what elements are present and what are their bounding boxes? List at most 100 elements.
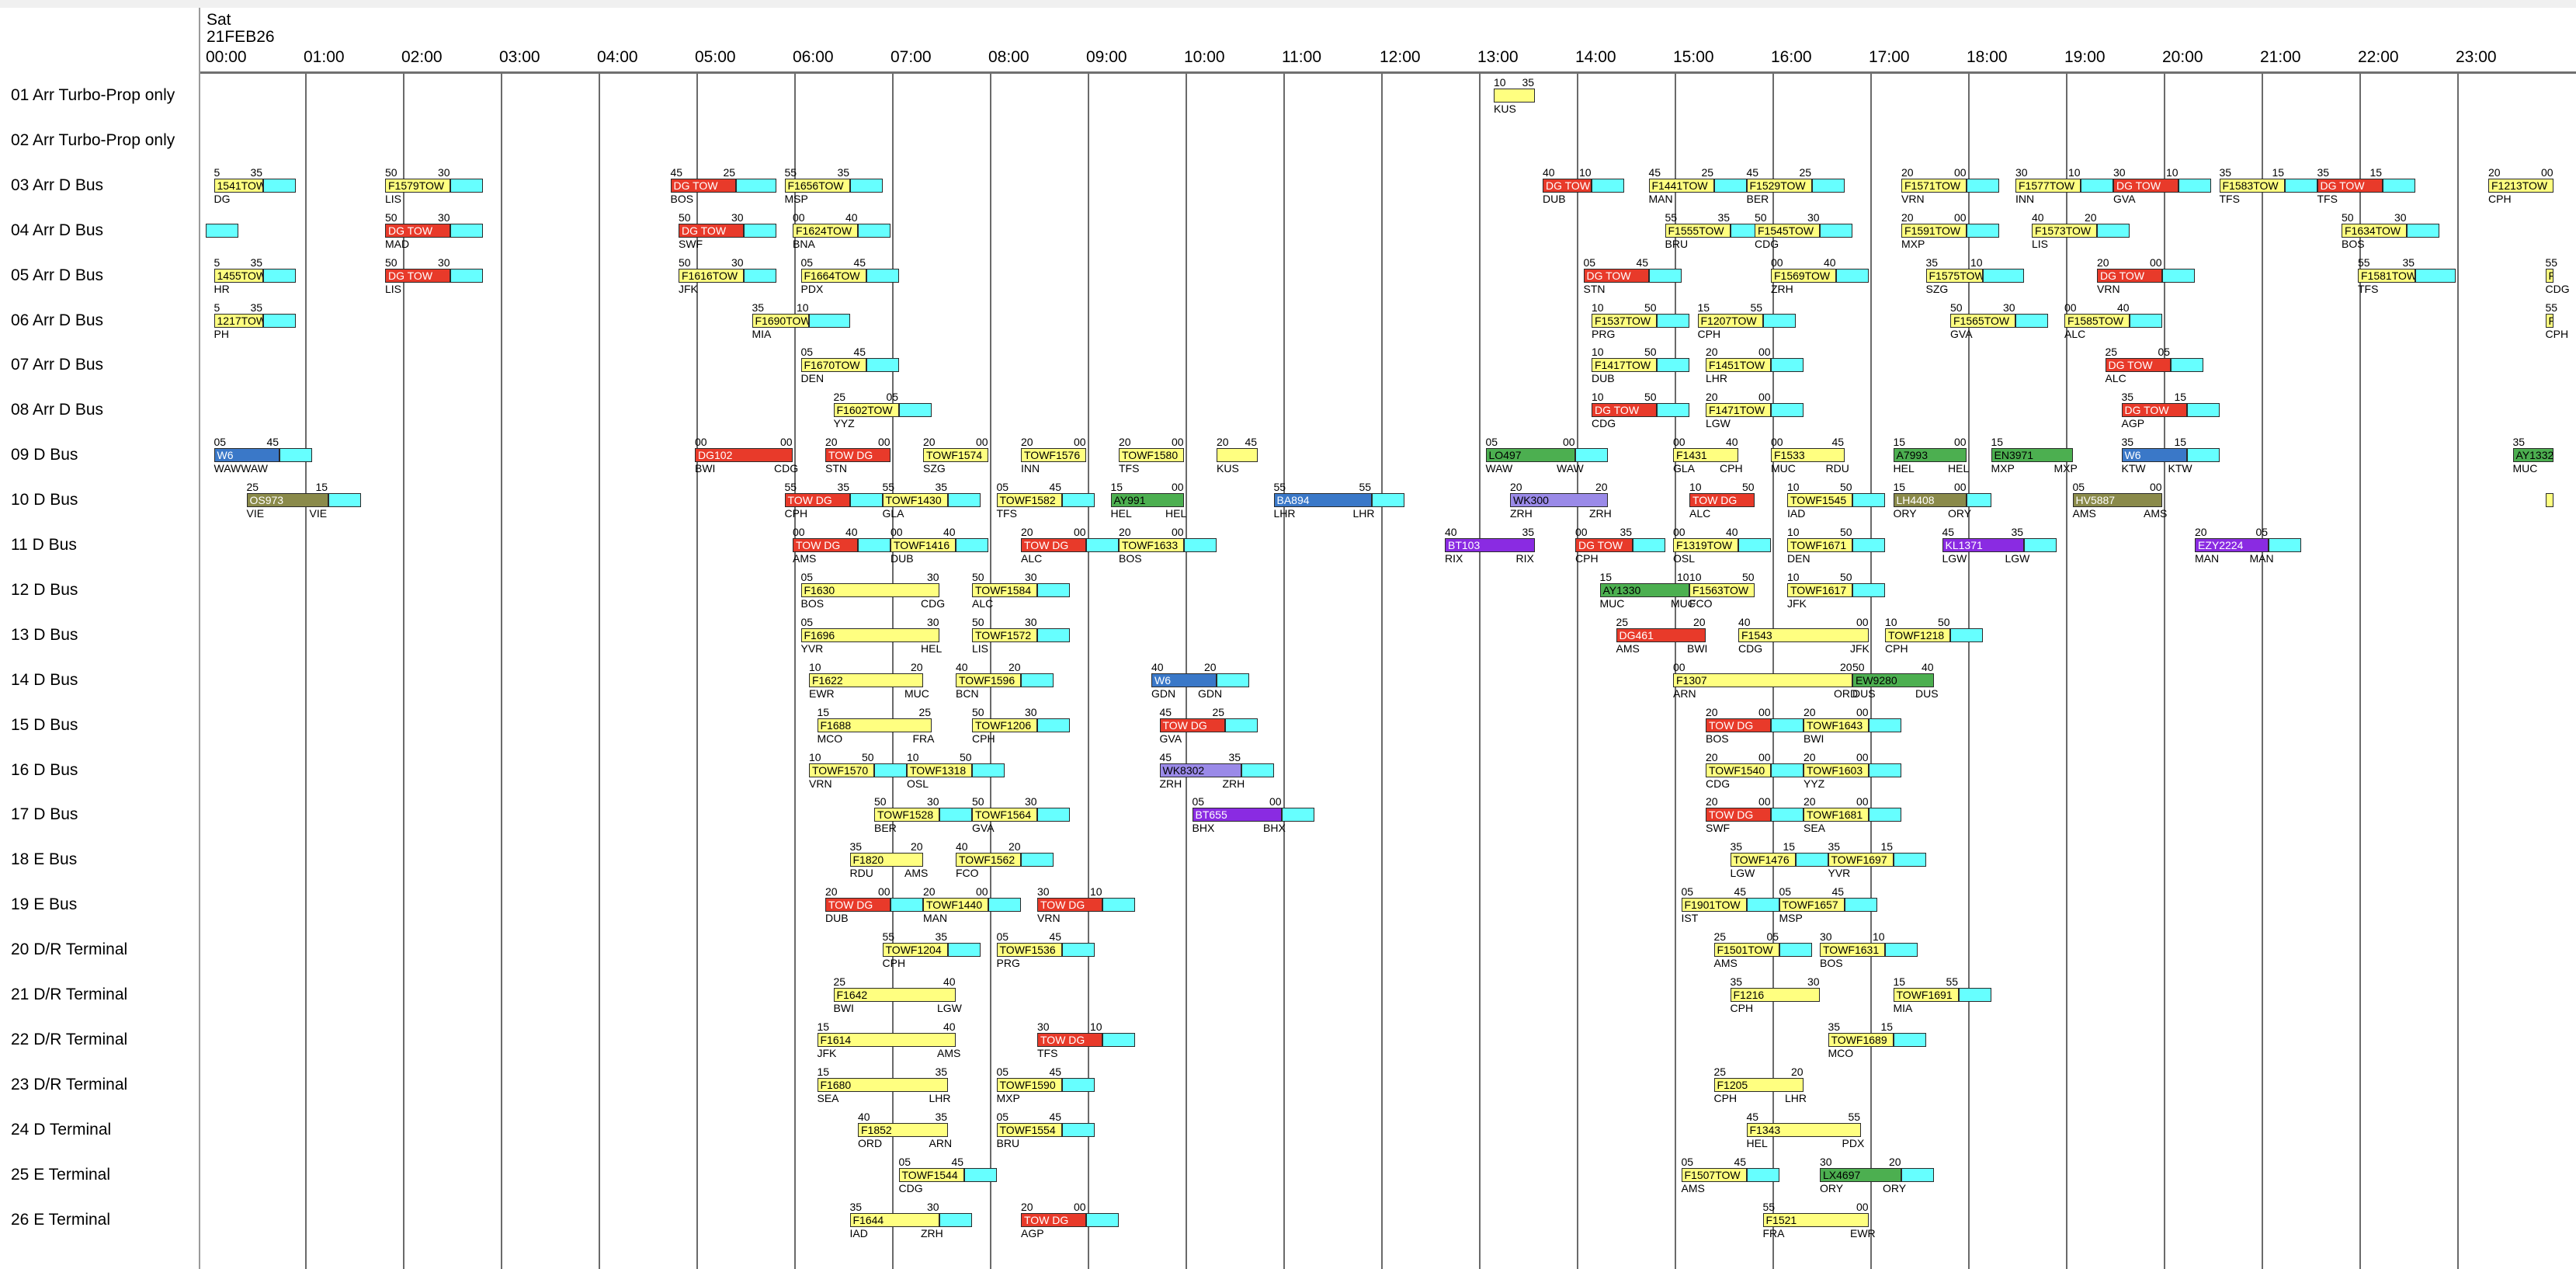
flight-bar[interactable]: DG TOW <box>385 268 450 283</box>
stand-label[interactable]: 20 D/R Terminal <box>11 940 128 959</box>
turnaround-bar[interactable] <box>1852 582 1885 597</box>
flight-bar[interactable]: TOWF1576 <box>1021 448 1086 463</box>
flight-bar[interactable]: LO497 <box>1485 448 1575 463</box>
turnaround-bar[interactable] <box>1021 673 1054 687</box>
flight-bar[interactable]: F1573TOW <box>2032 223 2097 238</box>
flight-bar[interactable]: TOWF1570 <box>809 763 874 777</box>
flight-bar[interactable]: F1207TOW <box>1697 313 1763 328</box>
turnaround-bar[interactable] <box>1869 808 1901 822</box>
stand-label[interactable]: 16 D Bus <box>11 760 78 779</box>
turnaround-bar[interactable] <box>1184 538 1217 552</box>
flight-bar[interactable]: EZY2224 <box>2195 538 2269 552</box>
flight-bar[interactable]: TOWF1544 <box>898 1167 964 1182</box>
turnaround-bar[interactable] <box>1592 178 1624 193</box>
flight-bar[interactable]: F1216 <box>1730 988 1820 1002</box>
turnaround-bar[interactable] <box>1738 538 1771 552</box>
flight-bar[interactable]: F1591TOW <box>1901 223 1967 238</box>
flight-bar[interactable]: F1614 <box>817 1032 956 1047</box>
flight-bar[interactable]: TOW DG <box>1037 898 1102 913</box>
flight-bar[interactable]: F1634TOW <box>2342 223 2407 238</box>
turnaround-bar[interactable] <box>2130 313 2162 328</box>
turnaround-bar[interactable] <box>262 178 296 193</box>
stand-label[interactable]: 24 D Terminal <box>11 1120 112 1139</box>
turnaround-bar[interactable] <box>2382 178 2415 193</box>
turnaround-bar[interactable] <box>1795 853 1828 867</box>
turnaround-bar[interactable] <box>1086 538 1119 552</box>
turnaround-bar[interactable] <box>1836 268 1869 283</box>
turnaround-bar[interactable] <box>849 178 883 193</box>
flight-bar[interactable]: F1431 <box>1673 448 1738 463</box>
turnaround-bar[interactable] <box>279 448 312 463</box>
flight-bar[interactable]: TOW DG <box>1037 1032 1102 1047</box>
turnaround-bar[interactable] <box>809 313 850 328</box>
turnaround-bar[interactable] <box>1632 538 1665 552</box>
flight-bar[interactable]: TOW DG <box>1021 1212 1086 1227</box>
turnaround-bar[interactable] <box>1844 898 1877 913</box>
turnaround-bar[interactable] <box>1746 1167 1779 1182</box>
flight-bar[interactable]: HV5887 <box>2072 493 2162 508</box>
flight-bar[interactable]: 1455TOW <box>214 268 263 283</box>
flight-bar[interactable]: F1583TOW <box>2219 178 2285 193</box>
flight-bar[interactable]: F1622 <box>809 673 923 687</box>
turnaround-bar[interactable] <box>1771 808 1804 822</box>
flight-bar[interactable]: F1537TOW <box>1592 313 1657 328</box>
turnaround-bar[interactable] <box>956 538 988 552</box>
stand-label[interactable]: 26 E Terminal <box>11 1210 111 1229</box>
flight-bar[interactable]: F1417TOW <box>1592 358 1657 373</box>
flight-bar[interactable]: F1577TOW <box>2015 178 2081 193</box>
turnaround-bar[interactable] <box>939 1212 972 1227</box>
flight-bar[interactable]: TOWF1206 <box>972 718 1037 732</box>
turnaround-bar[interactable] <box>858 223 890 238</box>
flight-bar[interactable]: TOW DG <box>793 538 858 552</box>
turnaround-bar[interactable] <box>2268 538 2301 552</box>
turnaround-bar[interactable] <box>1893 1032 1926 1047</box>
turnaround-bar[interactable] <box>2415 268 2456 283</box>
turnaround-bar[interactable] <box>1852 493 1885 508</box>
flight-bar[interactable]: F1670TOW <box>800 358 866 373</box>
stand-label[interactable]: 04 Arr D Bus <box>11 221 104 239</box>
turnaround-bar[interactable] <box>1037 628 1070 642</box>
flight-bar[interactable]: DG TOW <box>2113 178 2178 193</box>
flight-bar[interactable] <box>2545 493 2553 508</box>
turnaround-bar[interactable] <box>947 493 981 508</box>
flight-bar[interactable]: BA894 <box>1273 493 1372 508</box>
flight-bar[interactable]: BT655 <box>1192 808 1282 822</box>
flight-bar[interactable]: F1563TOW <box>1689 582 1755 597</box>
turnaround-bar[interactable] <box>1086 1212 1119 1227</box>
turnaround-bar[interactable] <box>1061 1077 1095 1092</box>
turnaround-bar[interactable] <box>1037 718 1070 732</box>
flight-bar[interactable]: F1579TOW <box>385 178 450 193</box>
stand-label[interactable]: 22 D/R Terminal <box>11 1030 128 1048</box>
stand-label[interactable]: 09 D Bus <box>11 446 78 464</box>
flight-bar[interactable] <box>1217 448 1258 463</box>
flight-bar[interactable]: DG TOW <box>2317 178 2383 193</box>
flight-bar[interactable]: KL1371 <box>1942 538 2024 552</box>
flight-bar[interactable]: F1852 <box>858 1122 948 1137</box>
turnaround-bar[interactable] <box>2186 448 2220 463</box>
flight-bar[interactable]: F1471TOW <box>1706 403 1771 418</box>
turnaround-bar[interactable] <box>1037 808 1070 822</box>
flight-bar[interactable]: F1688 <box>817 718 932 732</box>
turnaround-bar[interactable] <box>1811 178 1845 193</box>
turnaround-bar[interactable] <box>2284 178 2317 193</box>
flight-bar[interactable] <box>1494 89 1535 103</box>
flight-bar[interactable]: TOWF1671 <box>1787 538 1852 552</box>
flight-bar[interactable]: TOWF1689 <box>1828 1032 1894 1047</box>
turnaround-bar[interactable] <box>1771 358 1804 373</box>
turnaround-bar[interactable] <box>866 358 899 373</box>
flight-bar[interactable]: F1507TOW <box>1681 1167 1747 1182</box>
flight-bar[interactable]: F1656TOW <box>784 178 850 193</box>
flight-bar[interactable]: F1680 <box>817 1077 948 1092</box>
turnaround-bar[interactable] <box>1869 763 1901 777</box>
flight-bar[interactable]: 1217TOW <box>214 313 263 328</box>
flight-bar[interactable]: AY1330 <box>1599 582 1689 597</box>
stand-label[interactable]: 05 Arr D Bus <box>11 266 104 284</box>
turnaround-bar[interactable] <box>1037 582 1070 597</box>
flight-bar[interactable]: F1205 <box>1713 1077 1804 1092</box>
flight-bar[interactable]: A7993 <box>1893 448 1967 463</box>
flight-bar[interactable]: TOWF1545 <box>1787 493 1852 508</box>
flight-bar[interactable]: F1521 <box>1762 1212 1869 1227</box>
turnaround-bar[interactable] <box>963 1167 997 1182</box>
stand-label[interactable]: 10 D Bus <box>11 491 78 509</box>
flight-bar[interactable]: F1664TOW <box>800 268 866 283</box>
